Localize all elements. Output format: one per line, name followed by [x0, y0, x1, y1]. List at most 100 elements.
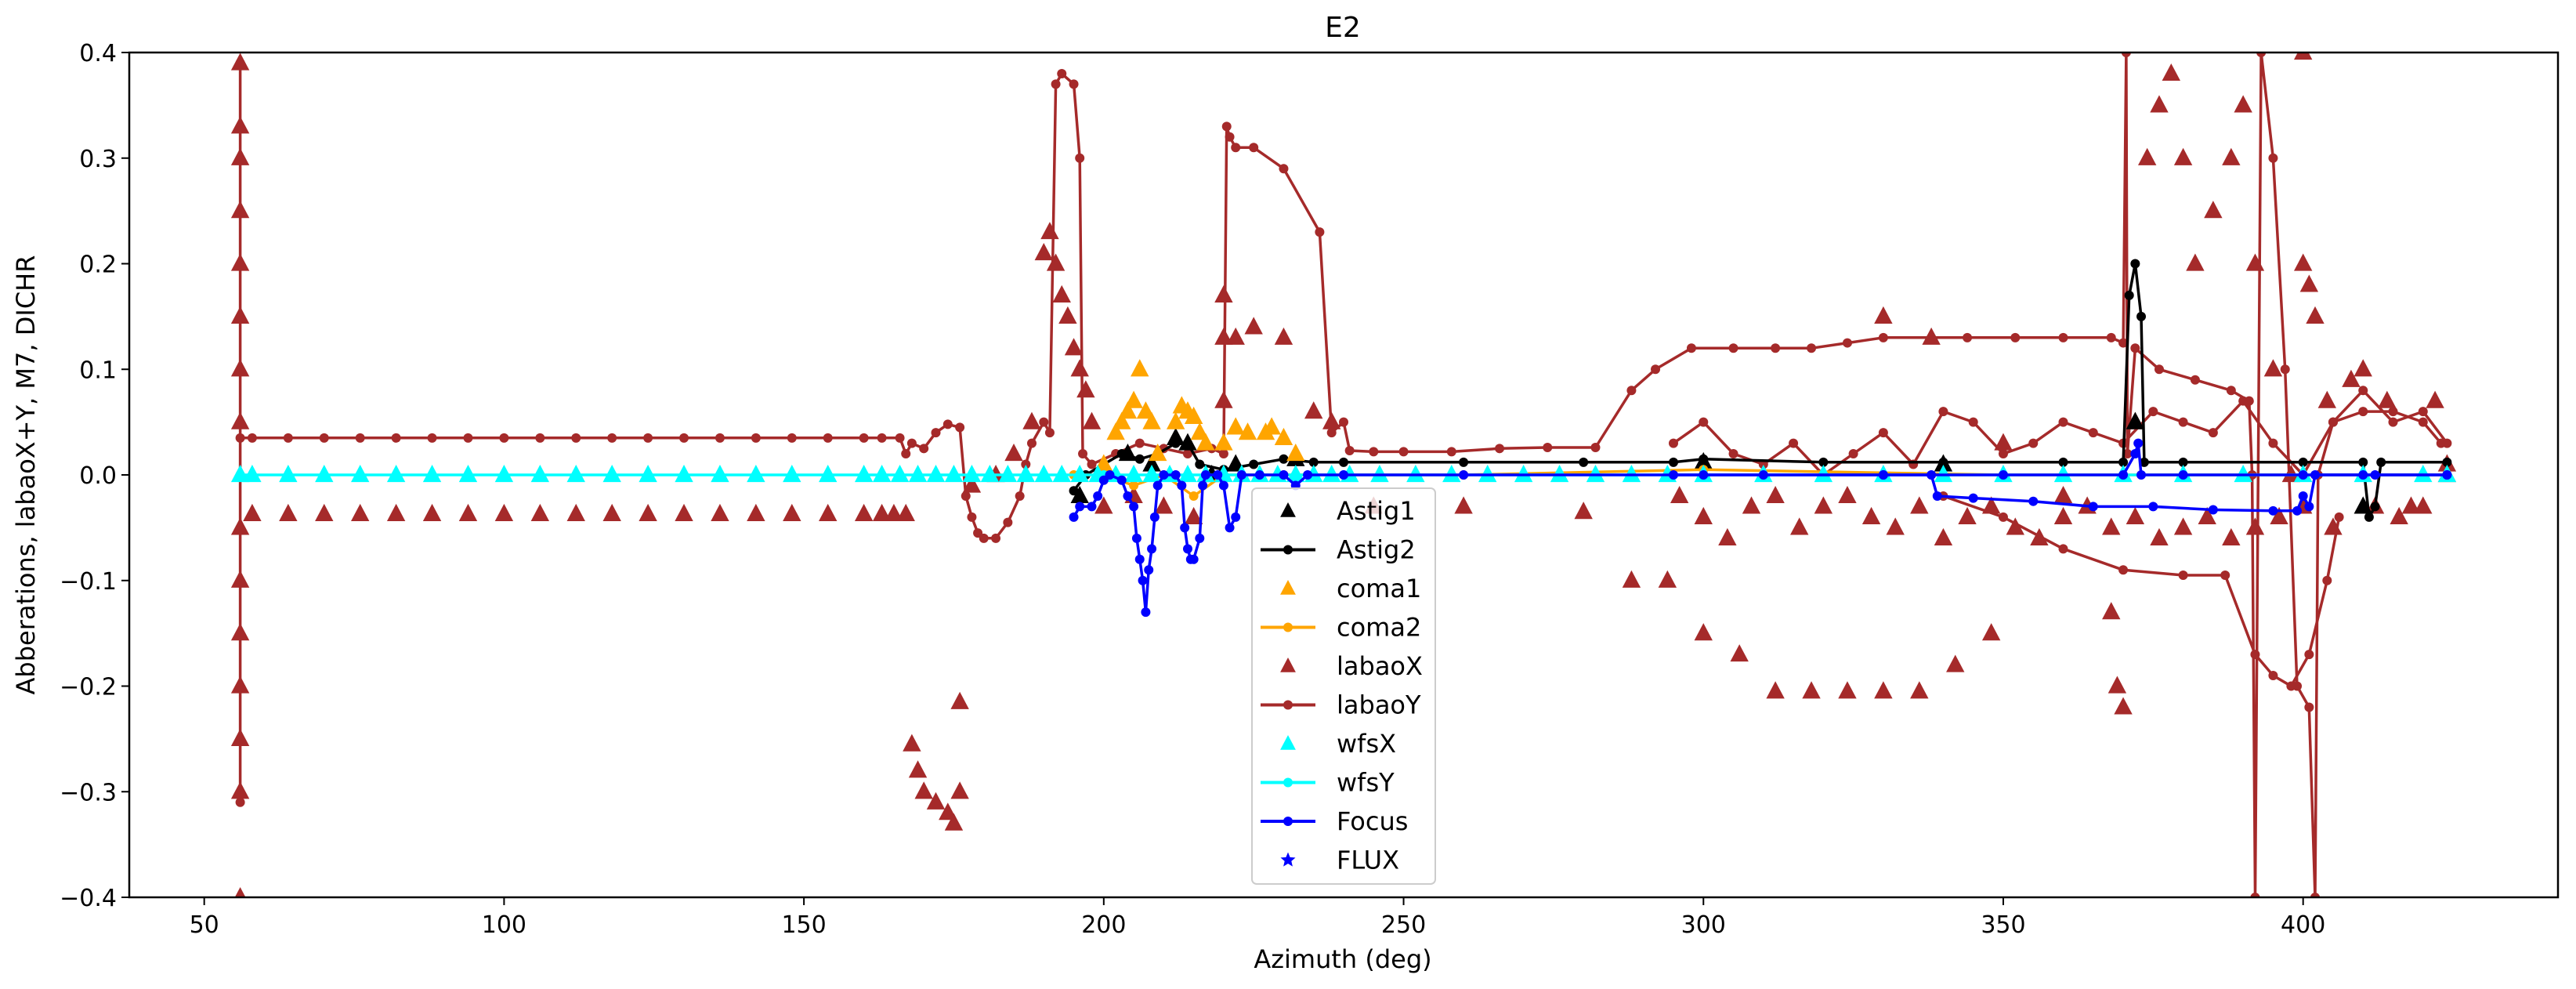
- data-point: [350, 465, 370, 483]
- data-point: [1446, 447, 1456, 457]
- legend-label: coma1: [1337, 574, 1421, 603]
- data-point: [1454, 496, 1473, 514]
- data-point: [2130, 449, 2140, 459]
- legend-marker: [1280, 735, 1296, 750]
- data-point: [1044, 428, 1055, 438]
- data-point: [386, 503, 406, 521]
- data-point: [819, 503, 838, 521]
- data-point: [1934, 527, 1953, 545]
- data-point: [1149, 444, 1167, 462]
- data-point: [2154, 364, 2164, 375]
- data-point: [2139, 457, 2149, 467]
- data-point: [2186, 253, 2205, 271]
- data-point: [1651, 364, 1661, 375]
- data-point: [2124, 290, 2134, 300]
- data-point: [247, 433, 257, 443]
- data-point: [1134, 554, 1145, 564]
- data-point: [230, 676, 250, 694]
- data-point: [2328, 417, 2338, 427]
- data-point: [1579, 457, 1589, 467]
- data-point: [961, 491, 971, 501]
- legend-marker: [1280, 502, 1296, 517]
- data-point: [715, 433, 725, 443]
- x-tick-label: 100: [482, 911, 526, 939]
- data-point: [1196, 433, 1215, 451]
- data-point: [823, 433, 833, 443]
- data-point: [2245, 253, 2265, 271]
- data-point: [230, 147, 250, 165]
- x-tick-label: 400: [2281, 911, 2325, 939]
- data-point: [1730, 644, 1749, 662]
- data-point: [2053, 465, 2073, 483]
- legend-item: Astig2: [1261, 535, 1416, 565]
- data-point: [1886, 517, 1905, 535]
- data-point: [1070, 465, 1089, 483]
- data-point: [1094, 454, 1113, 472]
- data-point: [908, 465, 928, 483]
- x-tick-label: 300: [1681, 911, 1726, 939]
- data-point: [1249, 143, 1259, 153]
- data-point: [1218, 449, 1228, 459]
- data-point: [944, 813, 964, 831]
- y-tick-label: 0.3: [79, 146, 117, 173]
- data-point: [1802, 681, 1821, 699]
- data-point: [1093, 491, 1103, 501]
- legend-marker: [1283, 545, 1293, 555]
- data-point: [859, 433, 869, 443]
- data-point: [751, 433, 761, 443]
- data-point: [458, 503, 478, 521]
- data-point: [571, 433, 581, 443]
- data-point: [1958, 506, 1977, 524]
- series-Focus: [1069, 470, 2452, 618]
- data-point: [1668, 457, 1678, 467]
- data-point: [1550, 465, 1569, 483]
- data-point: [906, 438, 917, 448]
- data-point: [1998, 512, 2008, 522]
- data-point: [2334, 512, 2344, 522]
- data-point: [1131, 359, 1149, 377]
- y-tick-label: 0.0: [79, 462, 117, 490]
- data-point: [1182, 449, 1192, 459]
- data-point: [1200, 470, 1210, 480]
- data-point: [1152, 480, 1163, 491]
- data-point: [391, 433, 401, 443]
- data-point: [1938, 407, 1948, 417]
- data-point: [2234, 95, 2252, 113]
- data-point: [2304, 650, 2314, 660]
- data-point: [1249, 459, 1259, 469]
- data-point: [2220, 571, 2230, 581]
- data-point: [2114, 697, 2133, 715]
- data-point: [230, 359, 250, 377]
- series-coma1: [1094, 359, 1305, 472]
- data-point: [427, 433, 437, 443]
- data-point: [1459, 457, 1469, 467]
- data-point: [1184, 406, 1203, 424]
- data-point: [1686, 343, 1696, 353]
- data-point: [1040, 222, 1059, 240]
- data-point: [499, 433, 509, 443]
- data-point: [1075, 502, 1085, 512]
- data-point: [1182, 544, 1192, 554]
- data-point: [1790, 517, 1809, 535]
- data-point: [230, 623, 250, 641]
- data-point: [2226, 386, 2236, 396]
- x-axis: 50 100 150 200 250 300 350 400: [190, 897, 2325, 939]
- data-point: [2442, 457, 2452, 467]
- data-point: [535, 433, 545, 443]
- data-point: [1057, 68, 1067, 78]
- data-point: [1946, 654, 1965, 672]
- data-point: [1094, 496, 1113, 514]
- data-point: [942, 419, 953, 429]
- data-point: [783, 503, 801, 521]
- data-point: [1932, 491, 1942, 501]
- data-point: [1807, 343, 1817, 353]
- data-point: [950, 691, 969, 709]
- data-point: [2053, 485, 2073, 504]
- data-point: [919, 444, 929, 454]
- data-point: [2208, 428, 2218, 438]
- x-tick-label: 350: [1981, 911, 2025, 939]
- data-point: [1789, 438, 1799, 448]
- x-axis-label: Azimuth (deg): [1254, 944, 1431, 974]
- data-point: [1123, 491, 1133, 501]
- data-point: [1178, 465, 1197, 483]
